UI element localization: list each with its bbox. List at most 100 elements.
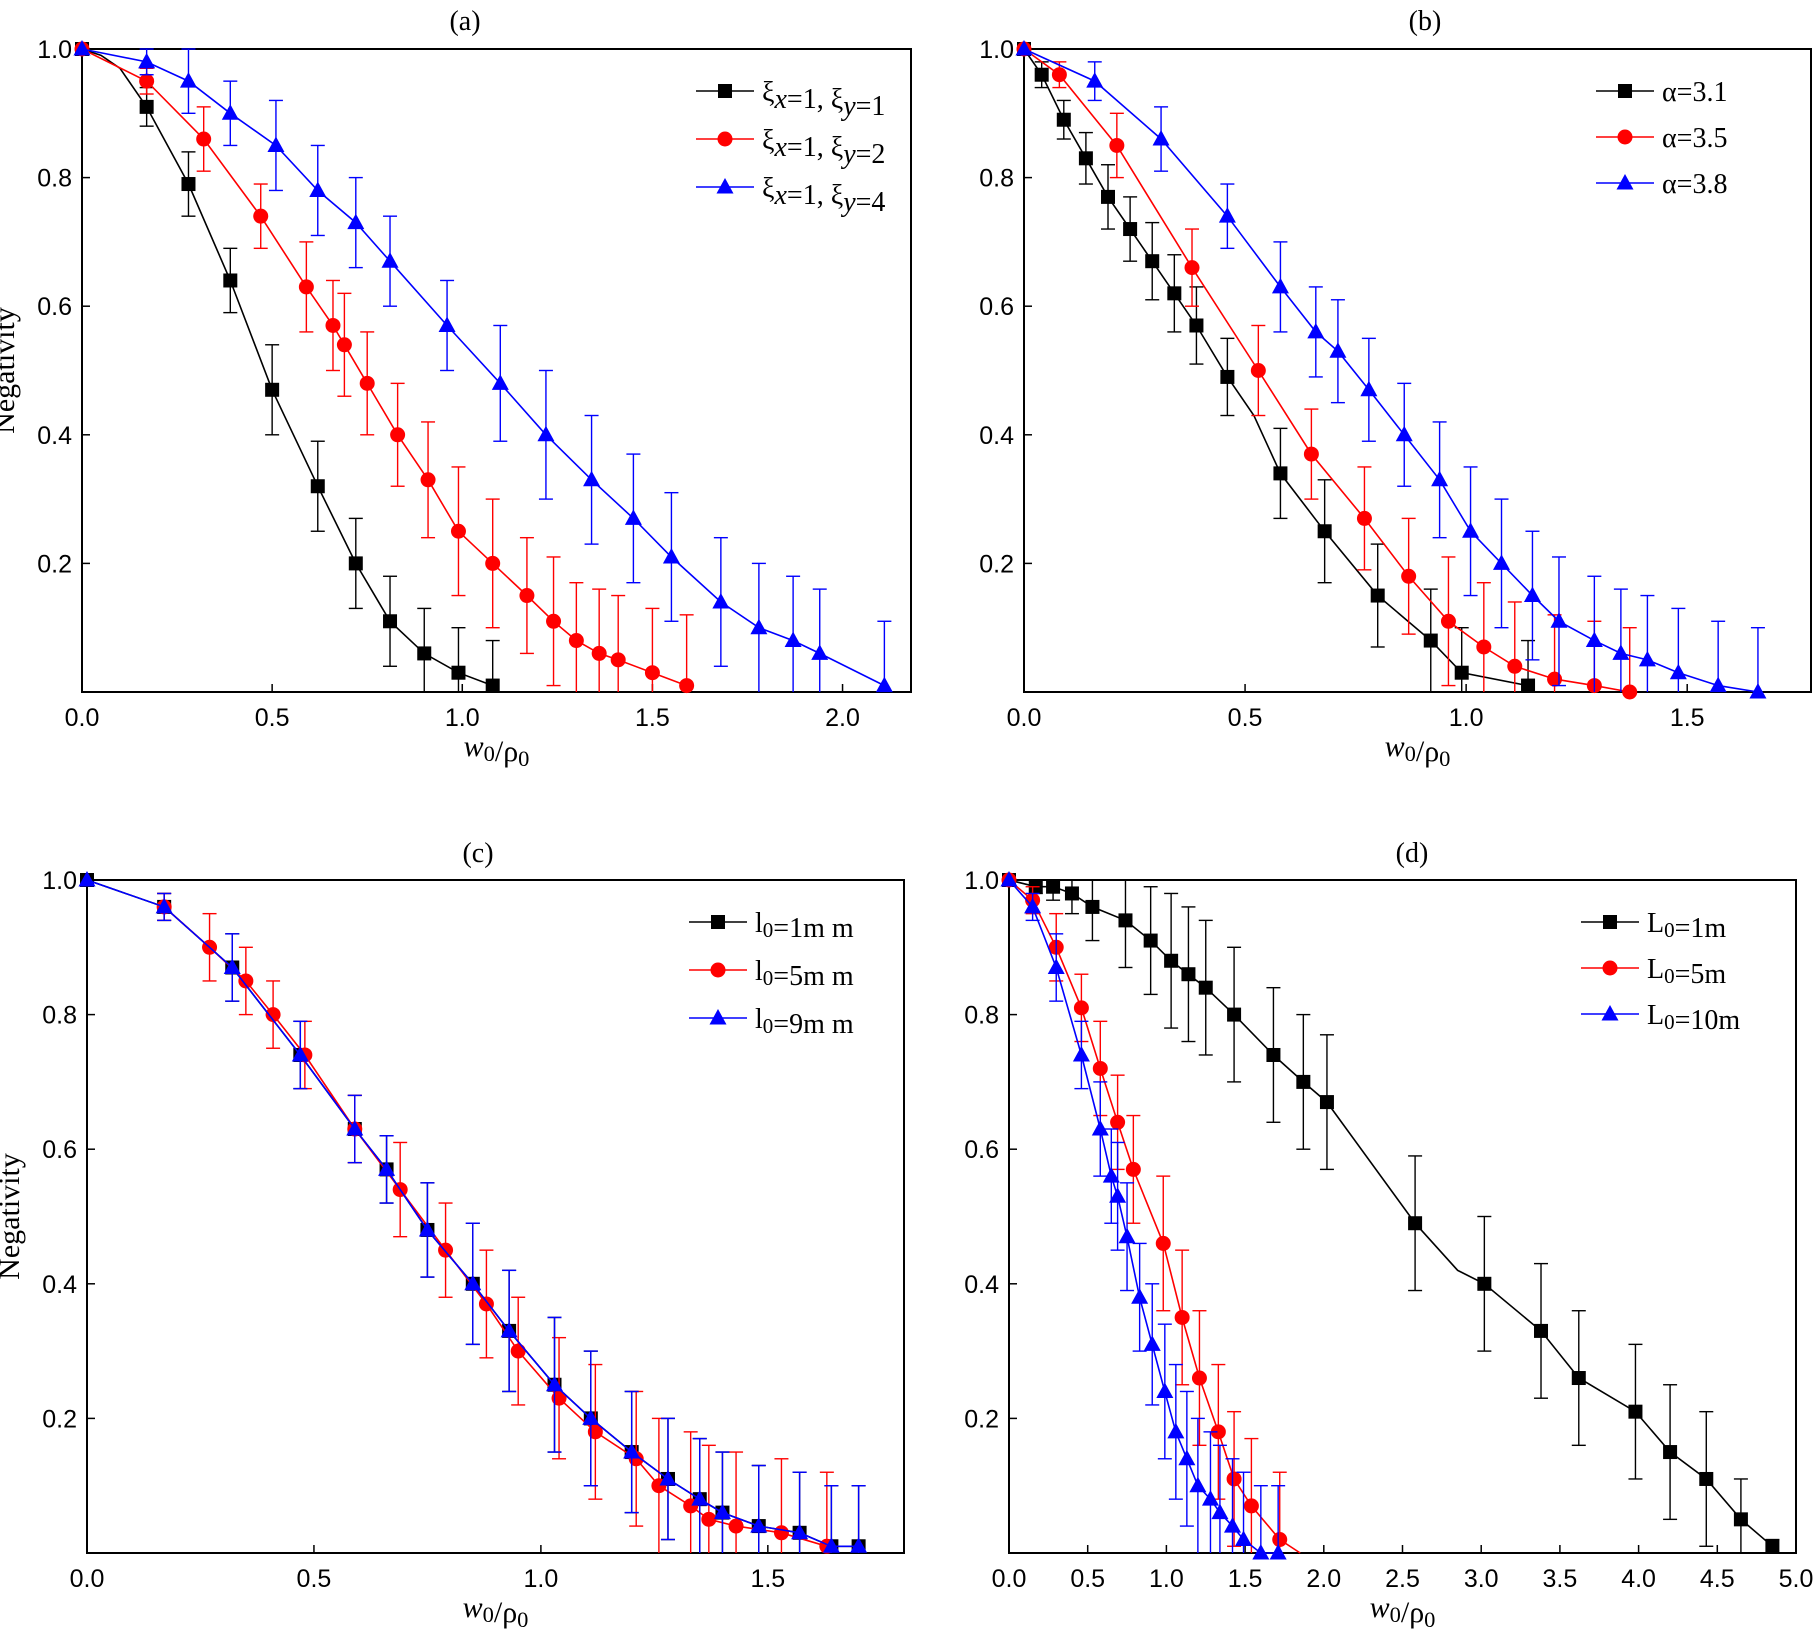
- series-square: [80, 873, 866, 1554]
- series-circle: [74, 41, 695, 694]
- x-axis-label: w0/ρ0: [1385, 730, 1451, 771]
- series-line: [86, 879, 859, 1548]
- data-point: [291, 1045, 309, 1062]
- data-point: [310, 479, 325, 494]
- legend-item: L0=5m: [1581, 954, 1726, 990]
- data-point: [420, 472, 436, 488]
- subplot-d: (d)0.0 0.5 1.0 1.5 2.0 2.5 3.0 3.5 4.0 4.5 5.00.20…: [964, 838, 1813, 1630]
- y-tick-label: 0.6: [42, 1136, 77, 1164]
- data-point: [1167, 286, 1182, 301]
- data-point: [267, 136, 285, 152]
- data-point: [1408, 1216, 1423, 1231]
- data-point: [1072, 1045, 1090, 1062]
- x-axis-label: w0/ρ0: [464, 730, 530, 771]
- data-point: [223, 273, 238, 288]
- data-point: [1476, 639, 1492, 655]
- x-tick-label: 0.5: [1228, 704, 1263, 732]
- data-point: [1109, 137, 1125, 153]
- data-point: [478, 1296, 494, 1312]
- y-tick-label: 0.8: [42, 1002, 77, 1030]
- data-point: [418, 1220, 436, 1237]
- panel-title: (c): [462, 838, 493, 869]
- data-point: [875, 676, 893, 693]
- legend-item: L0=10m: [1581, 1000, 1740, 1036]
- legend-marker: [1603, 915, 1617, 929]
- data-point: [510, 1343, 526, 1359]
- data-point: [1123, 222, 1138, 237]
- data-point: [1131, 1288, 1149, 1304]
- data-point: [1227, 1007, 1242, 1022]
- data-point: [1210, 1424, 1226, 1440]
- data-point: [1085, 899, 1100, 914]
- data-point: [1534, 1323, 1549, 1338]
- data-point: [623, 1443, 641, 1459]
- legend-marker: [716, 178, 734, 194]
- data-point: [1699, 1471, 1714, 1486]
- legend-item: ξx=1, ξy=4: [696, 173, 885, 218]
- data-point: [348, 556, 363, 571]
- error-bar: [1253, 1484, 1268, 1553]
- data-point: [701, 1511, 717, 1527]
- legend-item: α=3.8: [1596, 169, 1727, 200]
- subplot-c: (c)0.0 0.5 1.0 1.50.20.40.60.81.0w0/ρ0Negat…: [0, 838, 905, 1630]
- data-point: [1198, 980, 1213, 995]
- data-point: [784, 631, 802, 648]
- data-point: [1110, 1114, 1126, 1130]
- error-bar: [751, 1464, 766, 1553]
- legend-label: α=3.1: [1662, 77, 1727, 108]
- series-triangle: [78, 871, 868, 1553]
- legend-label: l0=9m m: [755, 1004, 854, 1040]
- x-tick-label: 4.5: [1700, 1565, 1735, 1593]
- data-point: [1086, 72, 1104, 88]
- data-point: [1329, 342, 1347, 358]
- data-point: [265, 1007, 281, 1023]
- data-point: [568, 633, 584, 649]
- y-tick-label: 0.6: [37, 293, 72, 321]
- data-point: [1056, 112, 1071, 127]
- data-point: [138, 52, 156, 69]
- legend-item: L0=1m: [1581, 908, 1726, 944]
- legend-label: α=3.8: [1662, 169, 1727, 200]
- data-point: [139, 73, 155, 89]
- data-point: [139, 99, 154, 114]
- data-point: [78, 871, 96, 887]
- data-point: [1370, 588, 1385, 603]
- x-tick-label: 1.0: [1449, 704, 1484, 732]
- data-point: [773, 1525, 789, 1541]
- data-point: [1156, 1382, 1174, 1398]
- data-point: [551, 1390, 567, 1406]
- data-point: [221, 104, 239, 120]
- legend: α=3.1 α=3.5 α=3.8: [1596, 77, 1727, 200]
- x-tick-label: 0.0: [65, 704, 100, 732]
- data-point: [464, 1274, 482, 1291]
- series-triangle: [1015, 40, 1767, 699]
- data-point: [346, 1120, 364, 1136]
- y-axis: 0.2 0.4 0.6 0.8 1.0: [964, 867, 1017, 1433]
- data-point: [73, 40, 91, 56]
- legend-label: α=3.5: [1662, 123, 1727, 154]
- x-tick-label: 3.0: [1464, 1565, 1499, 1593]
- error-bar: [729, 1451, 744, 1553]
- data-point: [1493, 554, 1511, 570]
- data-point: [1749, 683, 1767, 699]
- data-point: [750, 618, 768, 635]
- data-point: [1547, 671, 1563, 687]
- subplot-a: (a)0.0 0.5 1.0 1.5 2.00.20.40.60.81.0w0/ρ0Ne…: [0, 6, 912, 771]
- x-tick-label: 0.5: [255, 704, 290, 732]
- series-line: [81, 48, 687, 687]
- data-point: [1073, 1000, 1089, 1016]
- data-point: [791, 1523, 809, 1540]
- data-point: [359, 375, 375, 391]
- x-axis: 0.0 0.5 1.0 1.5: [1007, 684, 1705, 732]
- data-point: [728, 1518, 744, 1534]
- data-point: [583, 470, 601, 487]
- data-point: [1765, 1539, 1780, 1554]
- data-point: [1174, 1309, 1190, 1325]
- error-bar: [1750, 627, 1765, 692]
- x-tick-label: 0.5: [1070, 1565, 1105, 1593]
- series-line: [86, 879, 859, 1548]
- series-line: [1023, 48, 1759, 693]
- data-point: [1431, 470, 1449, 487]
- y-tick-label: 0.2: [964, 1405, 999, 1433]
